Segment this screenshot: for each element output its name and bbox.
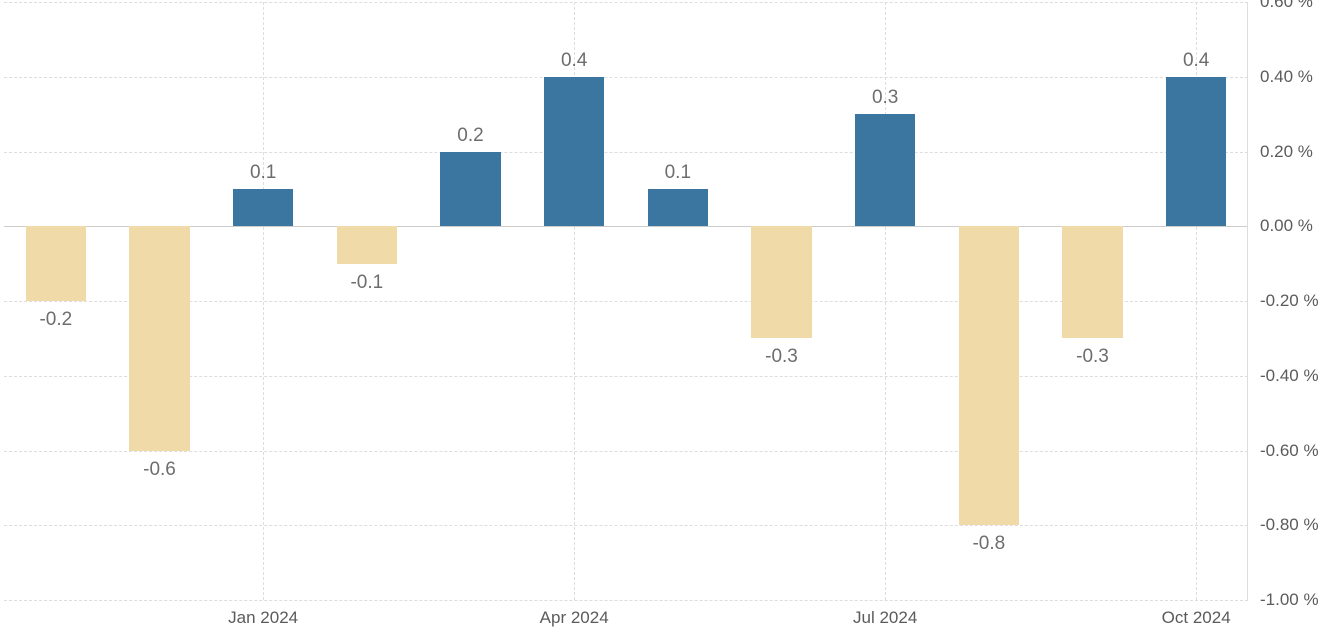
bar-value-label: 0.3 (872, 87, 898, 109)
bar (648, 189, 708, 226)
bar (337, 226, 397, 263)
y-axis-tick-label: 0.60 % (1260, 0, 1313, 12)
chart-baseline (4, 226, 1248, 227)
bar-value-label: -0.8 (972, 533, 1005, 555)
bar-value-label: -0.2 (39, 309, 72, 331)
gridline-vertical (263, 2, 264, 600)
x-axis-tick-label: Apr 2024 (540, 608, 609, 628)
gridline-horizontal (4, 600, 1248, 601)
y-axis-tick-label: -0.60 % (1260, 441, 1319, 461)
x-axis-tick-label: Jul 2024 (853, 608, 917, 628)
bar (233, 189, 293, 226)
y-axis-tick-label: 0.40 % (1260, 67, 1313, 87)
bar (129, 226, 189, 450)
y-axis-tick-label: -0.80 % (1260, 515, 1319, 535)
bar (26, 226, 86, 301)
y-axis-tick-label: 0.20 % (1260, 142, 1313, 162)
plot-right-border (1247, 2, 1248, 600)
bar-value-label: -0.3 (765, 346, 798, 368)
bar-value-label: 0.1 (250, 162, 276, 184)
bar-value-label: 0.1 (665, 162, 691, 184)
gridline-horizontal (4, 376, 1248, 377)
gridline-horizontal (4, 77, 1248, 78)
gridline-horizontal (4, 301, 1248, 302)
bar-value-label: -0.6 (143, 459, 176, 481)
bar-value-label: -0.1 (350, 272, 383, 294)
x-axis-tick-label: Jan 2024 (228, 608, 298, 628)
chart-plot-area (4, 2, 1248, 600)
bar (751, 226, 811, 338)
gridline-horizontal (4, 152, 1248, 153)
x-axis-tick-label: Oct 2024 (1162, 608, 1231, 628)
y-axis-tick-label: -0.20 % (1260, 291, 1319, 311)
bar (1166, 77, 1226, 227)
bar-value-label: 0.2 (457, 125, 483, 147)
gridline-horizontal (4, 2, 1248, 3)
y-axis-tick-label: -1.00 % (1260, 590, 1319, 610)
bar-value-label: 0.4 (1183, 50, 1209, 72)
bar (1062, 226, 1122, 338)
bar (440, 152, 500, 227)
bar-value-label: 0.4 (561, 50, 587, 72)
bar-value-label: -0.3 (1076, 346, 1109, 368)
bar (855, 114, 915, 226)
bar (959, 226, 1019, 525)
bar (544, 77, 604, 227)
y-axis-tick-label: 0.00 % (1260, 216, 1313, 236)
y-axis-tick-label: -0.40 % (1260, 366, 1319, 386)
gridline-horizontal (4, 451, 1248, 452)
gridline-horizontal (4, 525, 1248, 526)
chart-container: 0.60 % 0.40 % 0.20 % 0.00 % -0.20 % -0.40 % -0… (0, 0, 1337, 642)
